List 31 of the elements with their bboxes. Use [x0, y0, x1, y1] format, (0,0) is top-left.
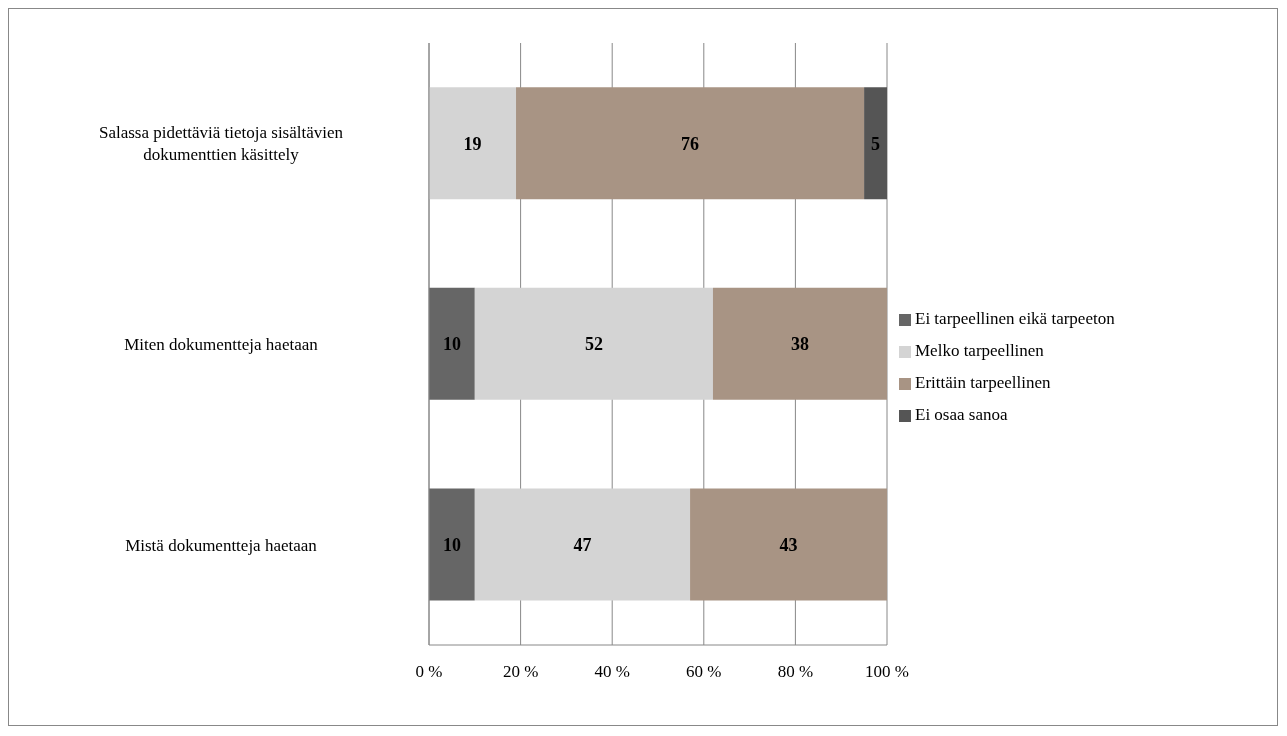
- data-label: 52: [584, 334, 603, 355]
- data-label: 43: [779, 534, 798, 555]
- legend-label: Ei osaa sanoa: [915, 405, 1008, 424]
- bar: [516, 87, 865, 200]
- data-label: 47: [573, 534, 592, 555]
- bar: [690, 488, 887, 601]
- legend-label: Ei tarpeellinen eikä tarpeeton: [915, 309, 1115, 328]
- bar: [712, 287, 887, 400]
- x-tick-label: 60 %: [686, 662, 722, 682]
- bar: [864, 87, 887, 200]
- legend-label: Erittäin tarpeellinen: [915, 373, 1051, 392]
- data-label: 5: [871, 133, 881, 154]
- y-tick-label: Salassa pidettäviä tietoja sisältävien dokumenttien käsittely: [98, 123, 344, 165]
- data-label: 10: [442, 534, 461, 555]
- x-tick-label: 40 %: [594, 662, 630, 682]
- x-tick-label: 100 %: [865, 662, 909, 682]
- data-label: 19: [463, 133, 482, 154]
- bar: [429, 488, 475, 601]
- data-label: 38: [790, 334, 809, 355]
- x-tick-label: 20 %: [502, 662, 539, 682]
- y-tick-label: Miten dokumentteja haetaan: [124, 335, 319, 354]
- bar: [429, 287, 475, 400]
- x-tick-label: 80 %: [777, 662, 814, 682]
- x-tick-label: 0 %: [415, 662, 443, 682]
- y-tick-label: Mistä dokumentteja haetaan: [125, 535, 318, 555]
- data-label: 10: [442, 334, 461, 355]
- bar: [429, 87, 517, 200]
- bar: [474, 488, 691, 601]
- bar: [474, 287, 713, 400]
- legend-label: Melko tarpeellinen: [915, 341, 1044, 360]
- data-label: 76: [681, 133, 700, 154]
